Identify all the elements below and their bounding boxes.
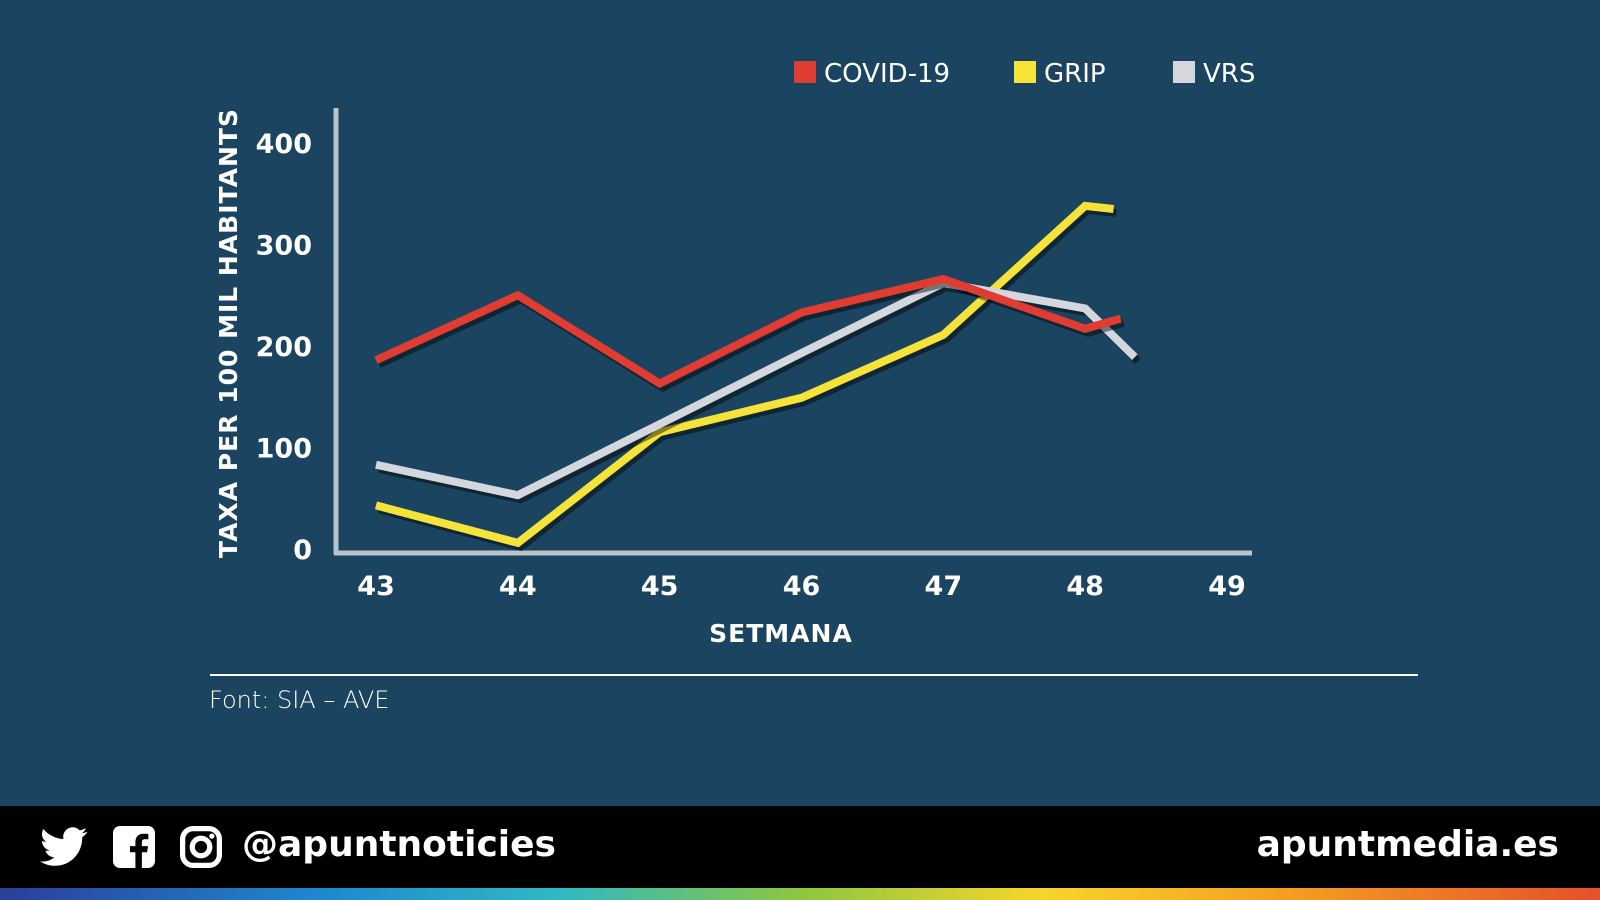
series-line-covid-19: [374, 274, 1122, 389]
x-tick-label: 49: [1208, 571, 1246, 602]
legend-swatch: [1014, 61, 1036, 83]
x-axis-title: SETMANA: [709, 619, 853, 648]
facebook-icon[interactable]: [113, 826, 155, 872]
legend-label: VRS: [1203, 59, 1255, 89]
y-tick-label: 200: [256, 332, 312, 363]
y-tick-label: 300: [256, 231, 312, 262]
brand-color-strip: [0, 888, 1600, 900]
y-tick-label: 100: [256, 434, 312, 465]
x-tick-label: 45: [641, 571, 679, 602]
y-tick-labels: 0 100 200 300 400: [256, 129, 312, 566]
instagram-icon[interactable]: [180, 826, 222, 872]
series-line-vrs: [375, 278, 1138, 500]
legend-label: COVID-19: [824, 59, 950, 89]
legend-swatch: [1173, 61, 1195, 83]
source-divider: [210, 674, 1418, 676]
x-tick-labels: 43 44 45 46 47 48 49: [357, 571, 1246, 602]
x-tick-label: 48: [1066, 571, 1104, 602]
legend-label: GRIP: [1044, 59, 1106, 89]
x-tick-label: 43: [357, 571, 395, 602]
x-tick-label: 44: [499, 571, 537, 602]
y-tick-label: 0: [293, 535, 312, 566]
x-tick-label: 46: [783, 571, 821, 602]
legend-swatch: [794, 61, 816, 83]
footer-bar: @apuntnoticies apuntmedia.es: [0, 806, 1600, 888]
y-axis-title: TAXA PER 100 MIL HABITANTS: [214, 108, 243, 558]
y-tick-label: 400: [256, 129, 312, 160]
series-shadow: [378, 282, 1141, 504]
series-line-grip: [374, 201, 1114, 548]
twitter-icon[interactable]: [40, 826, 88, 872]
series-layer: [374, 201, 1141, 552]
x-tick-label: 47: [925, 571, 963, 602]
source-note: Font: SIA – AVE: [209, 686, 390, 714]
website-link[interactable]: apuntmedia.es: [1256, 824, 1559, 865]
legend: COVID-19 GRIP VRS: [794, 59, 1255, 89]
social-handle[interactable]: @apuntnoticies: [242, 824, 556, 865]
